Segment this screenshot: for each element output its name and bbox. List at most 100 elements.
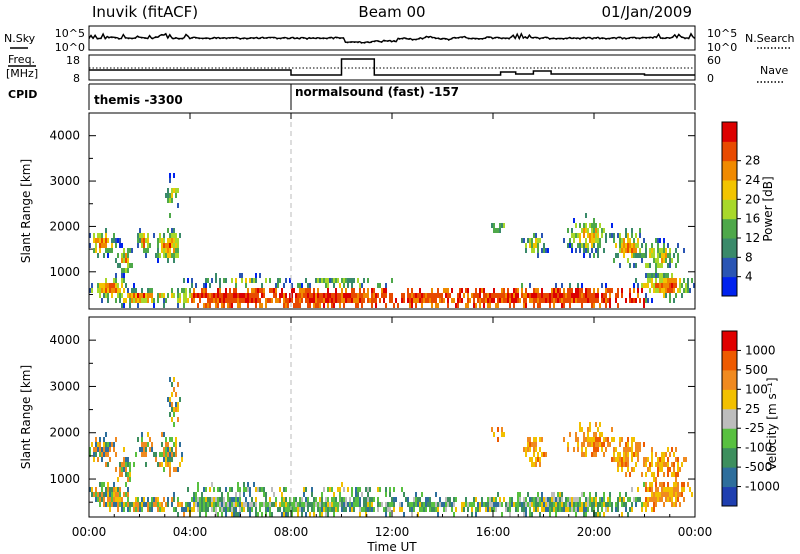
velocity-cell bbox=[389, 502, 391, 507]
velocity-cell bbox=[465, 497, 467, 502]
colorbar-tick-label: 28 bbox=[745, 154, 760, 168]
velocity-cell bbox=[535, 437, 537, 442]
power-cell bbox=[659, 283, 661, 288]
power-cell bbox=[561, 283, 563, 288]
velocity-cell bbox=[617, 452, 619, 457]
velocity-cell bbox=[653, 472, 655, 477]
velocity-heatmap-cells bbox=[89, 377, 693, 517]
velocity-cell bbox=[321, 502, 323, 507]
velocity-cell bbox=[135, 502, 137, 507]
power-cell bbox=[119, 288, 121, 293]
velocity-cell bbox=[581, 502, 583, 507]
power-cell bbox=[241, 273, 243, 278]
power-cell bbox=[499, 223, 501, 228]
power-cell bbox=[617, 303, 619, 308]
power-cell bbox=[141, 238, 143, 243]
velocity-cell bbox=[605, 447, 607, 452]
velocity-cell bbox=[675, 487, 677, 492]
velocity-cell bbox=[261, 512, 263, 517]
velocity-cell bbox=[379, 502, 381, 507]
power-cell bbox=[381, 293, 383, 298]
velocity-cell bbox=[413, 497, 415, 502]
velocity-cell bbox=[177, 417, 179, 422]
power-cell bbox=[173, 228, 175, 233]
power-cell bbox=[207, 293, 209, 298]
power-cell bbox=[315, 298, 317, 303]
velocity-cell bbox=[109, 457, 111, 462]
velocity-cell bbox=[579, 502, 581, 507]
power-cell bbox=[639, 248, 641, 253]
velocity-cell bbox=[331, 502, 333, 507]
power-cell bbox=[665, 273, 667, 278]
velocity-cell bbox=[587, 507, 589, 512]
velocity-cell bbox=[585, 502, 587, 507]
power-cell bbox=[211, 278, 213, 283]
velocity-cell bbox=[115, 467, 117, 472]
power-cell bbox=[665, 283, 667, 288]
velocity-cell bbox=[227, 492, 229, 497]
power-cell bbox=[279, 298, 281, 303]
velocity-cell bbox=[105, 492, 107, 497]
power-cell bbox=[631, 243, 633, 248]
velocity-cell bbox=[317, 507, 319, 512]
power-cell bbox=[247, 303, 249, 308]
velocity-cell bbox=[265, 492, 267, 497]
power-cell bbox=[235, 293, 237, 298]
power-cell bbox=[143, 233, 145, 238]
power-cell bbox=[635, 253, 637, 258]
velocity-cell bbox=[585, 507, 587, 512]
velocity-cell bbox=[487, 502, 489, 507]
velocity-cell bbox=[161, 432, 163, 437]
velocity-cell bbox=[593, 432, 595, 437]
velocity-cell bbox=[143, 497, 145, 502]
velocity-cell bbox=[495, 507, 497, 512]
freq-right-tick-bottom: 0 bbox=[707, 72, 714, 85]
velocity-cell bbox=[463, 502, 465, 507]
power-cell bbox=[117, 293, 119, 298]
velocity-cell bbox=[429, 507, 431, 512]
velocity-cell bbox=[333, 492, 335, 497]
nave-label: Nave bbox=[760, 64, 788, 77]
power-cell bbox=[177, 203, 179, 208]
velocity-cell bbox=[617, 467, 619, 472]
velocity-cell bbox=[89, 487, 91, 492]
power-cell bbox=[159, 253, 161, 258]
velocity-cell bbox=[549, 512, 551, 517]
velocity-cell bbox=[679, 502, 681, 507]
velocity-cell bbox=[609, 502, 611, 507]
velocity-cell bbox=[561, 497, 563, 502]
velocity-cell bbox=[93, 492, 95, 497]
power-cell bbox=[677, 243, 679, 248]
velocity-cell bbox=[205, 512, 207, 517]
velocity-cell bbox=[495, 497, 497, 502]
power-cell bbox=[375, 303, 377, 308]
velocity-cell bbox=[219, 487, 221, 492]
velocity-cell bbox=[319, 497, 321, 502]
power-cell bbox=[321, 278, 323, 283]
power-cell bbox=[107, 293, 109, 298]
velocity-cell bbox=[235, 502, 237, 507]
velocity-cell bbox=[595, 452, 597, 457]
velocity-cell bbox=[235, 497, 237, 502]
velocity-cell bbox=[533, 442, 535, 447]
power-cell bbox=[435, 303, 437, 308]
velocity-cell bbox=[401, 487, 403, 492]
power-cell bbox=[335, 288, 337, 293]
velocity-cell bbox=[325, 497, 327, 502]
velocity-cell bbox=[677, 482, 679, 487]
velocity-cell bbox=[591, 442, 593, 447]
power-cell bbox=[637, 293, 639, 298]
power-cell bbox=[631, 228, 633, 233]
velocity-cell bbox=[677, 457, 679, 462]
power-cell bbox=[95, 248, 97, 253]
power-cell bbox=[179, 233, 181, 238]
y-tick-label: 2000 bbox=[49, 426, 80, 440]
power-cell bbox=[597, 243, 599, 248]
velocity-cell bbox=[545, 452, 547, 457]
power-cell bbox=[575, 293, 577, 298]
velocity-cell bbox=[559, 507, 561, 512]
power-cell bbox=[667, 253, 669, 258]
velocity-cell bbox=[341, 482, 343, 487]
power-cell bbox=[171, 198, 173, 203]
velocity-cell bbox=[527, 437, 529, 442]
